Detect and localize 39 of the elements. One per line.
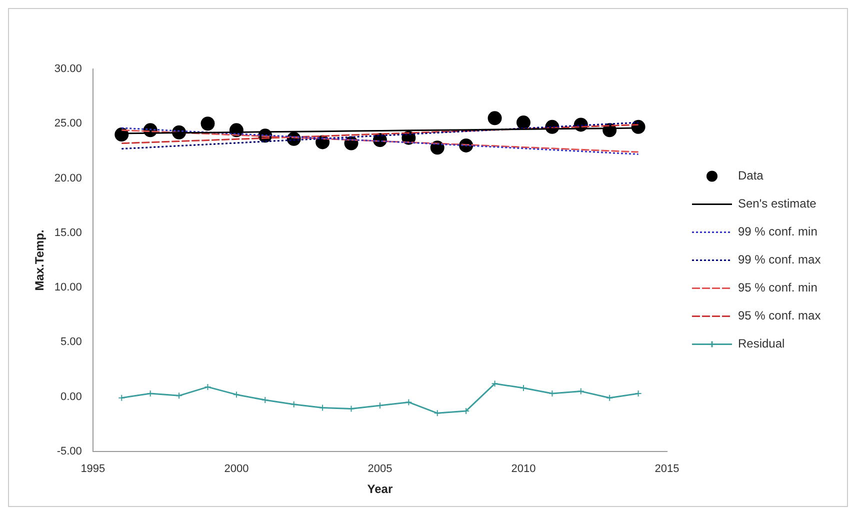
y-tick-label: 20.00 bbox=[54, 172, 82, 184]
y-tick-label: 30.00 bbox=[54, 63, 82, 76]
x-tick-label: 2010 bbox=[511, 463, 536, 476]
point bbox=[606, 394, 614, 402]
y-tick-label: 10.00 bbox=[54, 282, 82, 294]
y-axis-title: Max.Temp. bbox=[32, 230, 47, 291]
x-axis-title: Year bbox=[367, 482, 393, 496]
point bbox=[516, 116, 530, 130]
legend-label: 99 % conf. max bbox=[738, 252, 821, 267]
point bbox=[290, 400, 298, 408]
legend-label: Residual bbox=[738, 336, 785, 351]
point bbox=[376, 402, 384, 410]
x-tick-label: 1995 bbox=[80, 463, 106, 476]
point bbox=[204, 383, 212, 390]
y-tick-label: 5.00 bbox=[60, 336, 82, 348]
legend-label: Data bbox=[738, 168, 764, 183]
point bbox=[348, 405, 355, 412]
point bbox=[200, 116, 215, 131]
y-tick-label: 15.00 bbox=[54, 226, 82, 239]
point bbox=[232, 391, 240, 398]
point bbox=[577, 388, 584, 395]
y-tick-label: 25.00 bbox=[54, 118, 82, 130]
x-tick-label: 2000 bbox=[224, 463, 249, 476]
point bbox=[434, 410, 441, 417]
legend-label: 95 % conf. max bbox=[738, 308, 821, 323]
point bbox=[520, 384, 527, 392]
point bbox=[405, 398, 412, 406]
legend-label: Sen's estimate bbox=[738, 196, 817, 211]
point bbox=[319, 404, 326, 412]
point bbox=[488, 111, 502, 126]
y-tick-label: -5.00 bbox=[56, 445, 82, 458]
y-tick-label: 0.00 bbox=[60, 390, 82, 403]
point bbox=[176, 392, 183, 400]
point bbox=[262, 396, 269, 404]
x-tick-label: 2005 bbox=[368, 463, 392, 476]
point bbox=[491, 380, 498, 388]
x-tick-label: 2015 bbox=[654, 463, 680, 476]
legend-label: 99 % conf. min bbox=[738, 224, 818, 239]
legend-label: 95 % conf. min bbox=[738, 280, 818, 295]
